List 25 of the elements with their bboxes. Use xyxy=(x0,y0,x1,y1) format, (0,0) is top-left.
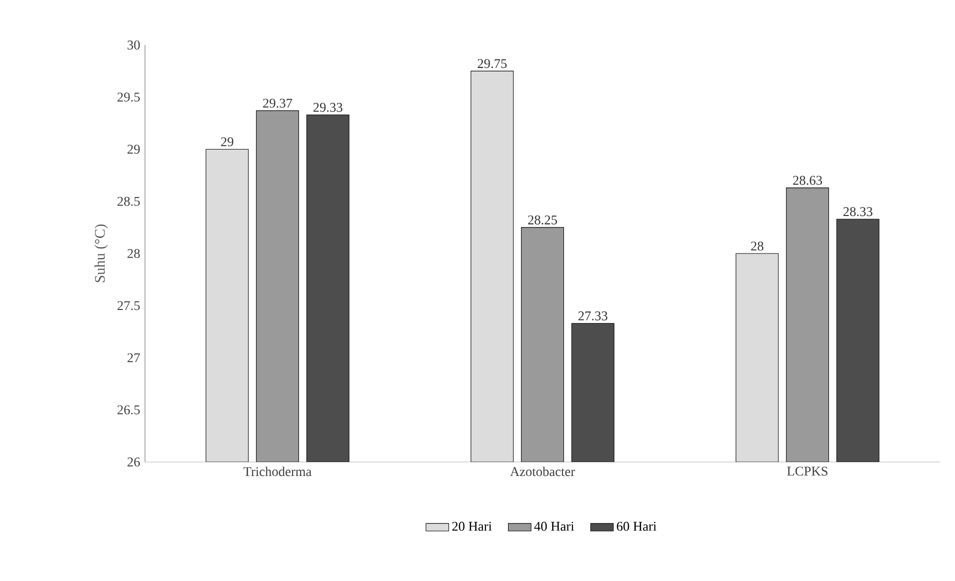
x-tick-label: LCPKS xyxy=(787,466,828,476)
x-tick-label: Trichoderma xyxy=(244,466,312,476)
legend-label: 20 Hari xyxy=(452,522,492,531)
y-tick-label: 27.5 xyxy=(118,301,140,310)
y-tick-label: 30 xyxy=(128,40,140,50)
data-label: 28 xyxy=(751,242,764,251)
data-label: 29.37 xyxy=(263,98,292,108)
y-tick-label: 28 xyxy=(128,249,140,258)
data-label: 29 xyxy=(221,137,234,146)
data-label: 28.63 xyxy=(793,176,822,185)
x-tick-label: Azotobacter xyxy=(510,466,575,476)
y-tick-label: 29.5 xyxy=(118,92,140,102)
y-tick-label: 29 xyxy=(128,144,140,154)
data-label: 28.25 xyxy=(528,215,557,225)
legend-label: 40 Hari xyxy=(534,522,574,531)
y-tick-label: 26.5 xyxy=(118,405,140,414)
y-axis-title: Suhu (°C) xyxy=(94,224,108,282)
data-label: 28.33 xyxy=(843,207,872,216)
y-tick-label: 26 xyxy=(128,458,140,466)
data-label: 29.33 xyxy=(313,102,342,112)
data-label: 27.33 xyxy=(578,311,608,320)
legend-label: 60 Hari xyxy=(616,522,656,531)
y-tick-label: 28.5 xyxy=(118,196,140,206)
data-label: 29.75 xyxy=(478,59,507,68)
y-tick-label: 27 xyxy=(128,353,140,362)
